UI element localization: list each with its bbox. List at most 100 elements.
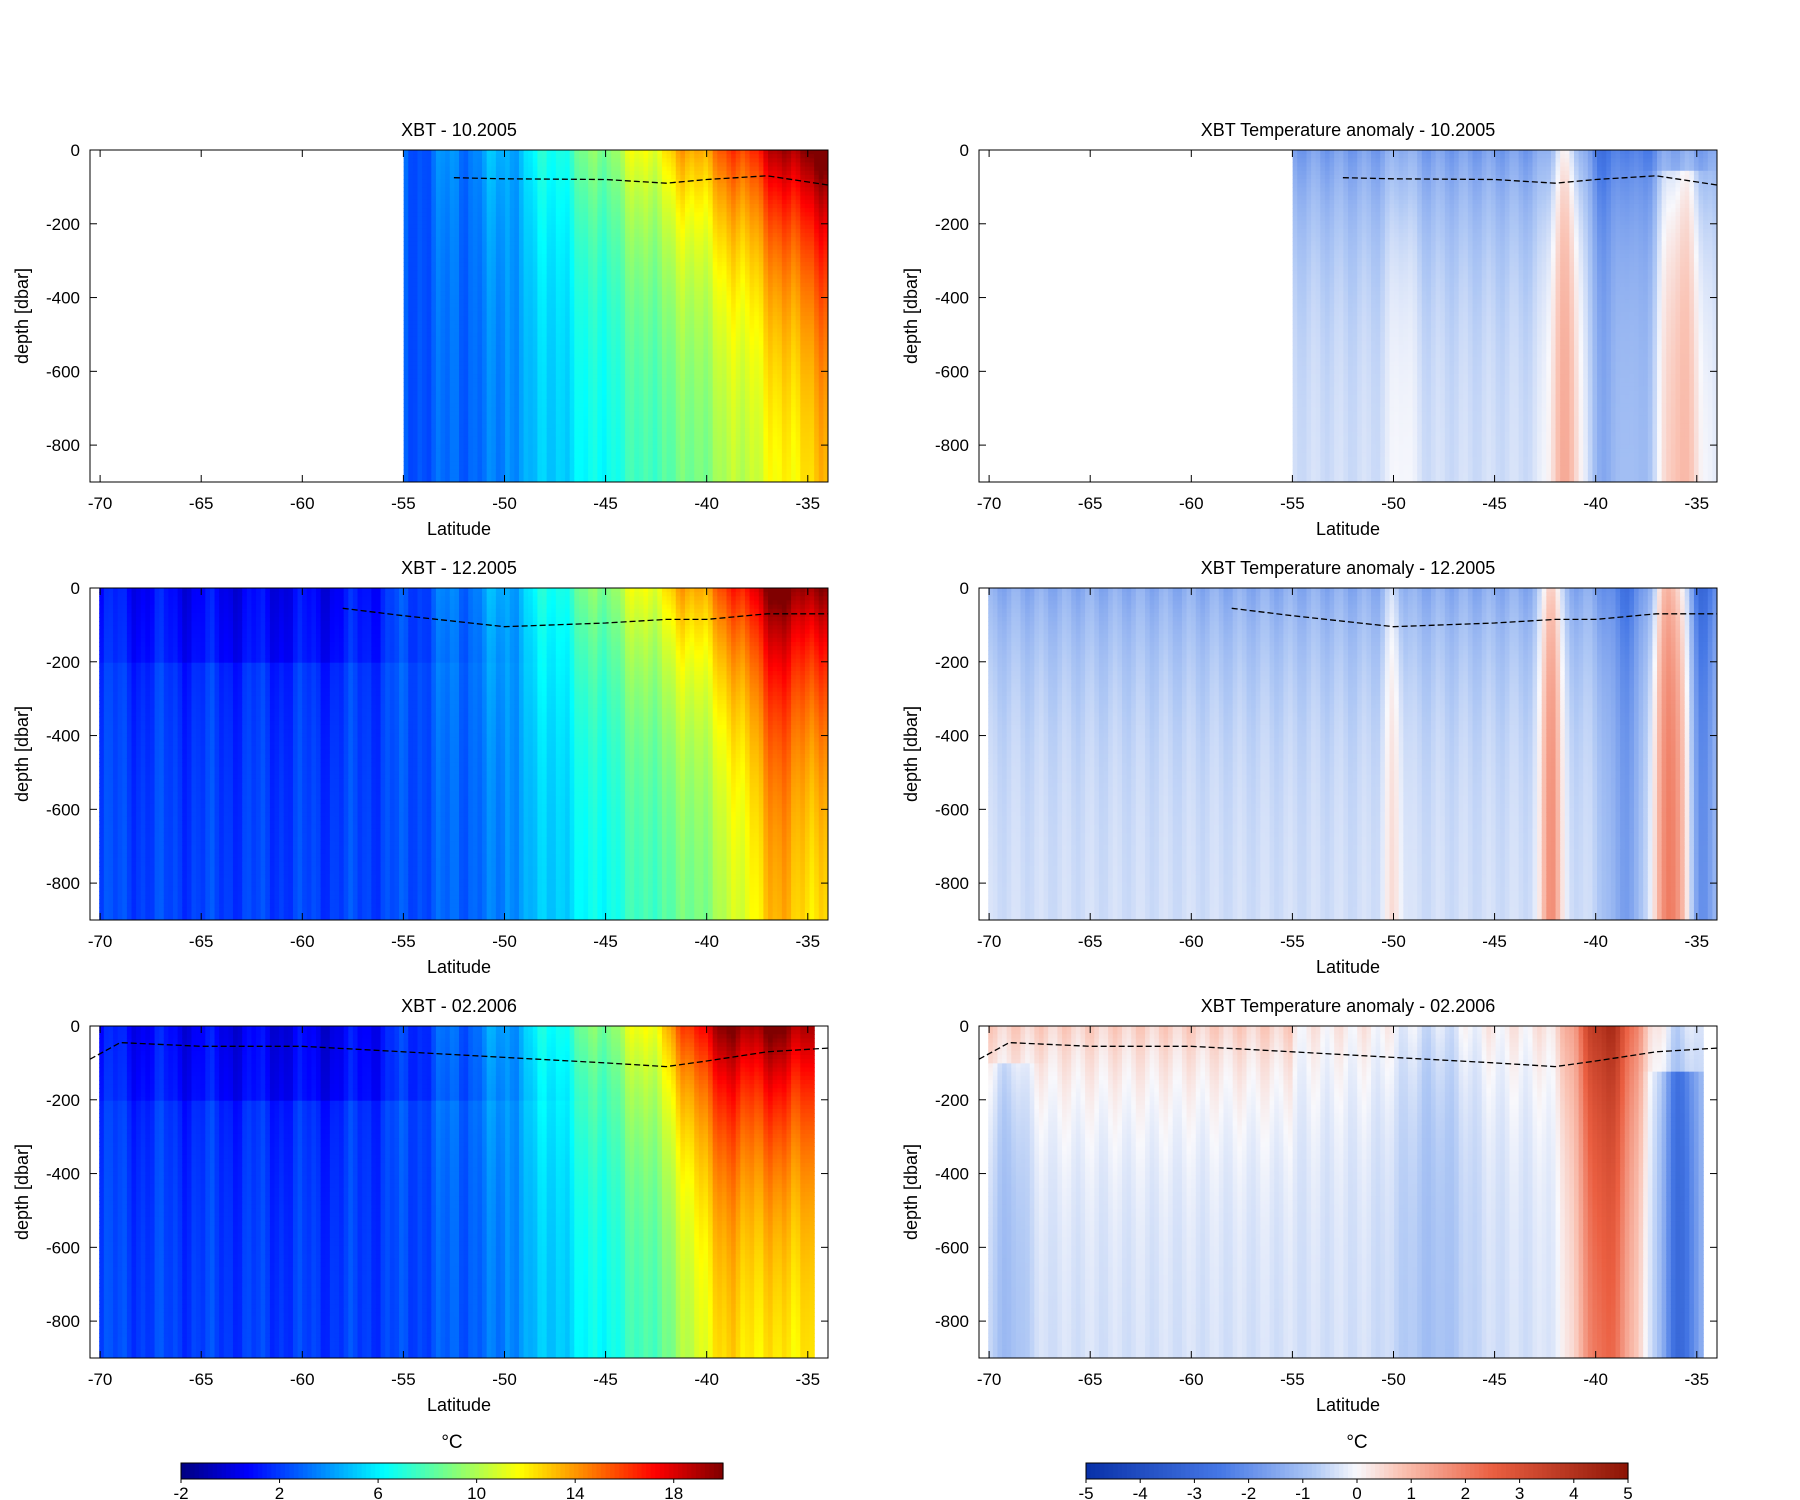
heatmap-cell (556, 320, 561, 325)
heatmap-cell (445, 150, 450, 155)
heatmap-cell (644, 461, 649, 466)
heatmap-field (404, 150, 829, 483)
heatmap-cell (491, 154, 496, 159)
heatmap-cell (667, 449, 672, 454)
heatmap-cell (528, 316, 533, 321)
heatmap-cell (510, 353, 515, 358)
heatmap-cell (588, 362, 593, 367)
heatmap-cell (404, 254, 409, 259)
heatmap-cell (501, 225, 506, 230)
heatmap-cell (676, 358, 681, 363)
heatmap-cell (491, 304, 496, 309)
heatmap-cell (436, 353, 441, 358)
heatmap-cell (404, 204, 409, 209)
heatmap-cell (436, 266, 441, 271)
heatmap-cell (441, 345, 446, 350)
heatmap-cell (445, 366, 450, 371)
heatmap-cell (422, 212, 427, 217)
heatmap-cell (690, 262, 695, 267)
heatmap-cell (607, 175, 612, 180)
heatmap-cell (537, 304, 542, 309)
heatmap-cell (491, 295, 496, 300)
heatmap-cell (579, 225, 584, 230)
heatmap-cell (404, 312, 409, 317)
heatmap-cell (436, 183, 441, 188)
heatmap-cell (491, 370, 496, 375)
heatmap-cell (579, 254, 584, 259)
heatmap-cell (685, 171, 690, 176)
heatmap-cell (574, 216, 579, 221)
heatmap-cell (454, 441, 459, 446)
heatmap-cell (574, 441, 579, 446)
heatmap-cell (450, 192, 455, 197)
heatmap-cell (537, 299, 542, 304)
heatmap-cell (667, 204, 672, 209)
heatmap-cell (487, 221, 492, 226)
heatmap-cell (685, 221, 690, 226)
heatmap-cell (556, 470, 561, 475)
heatmap-cell (445, 449, 450, 454)
heatmap-cell (648, 304, 653, 309)
heatmap-cell (482, 353, 487, 358)
heatmap-cell (639, 304, 644, 309)
heatmap-cell (542, 382, 547, 387)
heatmap-cell (547, 445, 552, 450)
heatmap-cell (671, 324, 676, 329)
heatmap-cell (537, 192, 542, 197)
heatmap-cell (607, 241, 612, 246)
heatmap-cell (547, 196, 552, 201)
heatmap-cell (436, 474, 441, 479)
heatmap-cell (537, 250, 542, 255)
heatmap-cell (676, 167, 681, 172)
heatmap-cell (496, 245, 501, 250)
heatmap-cell (685, 378, 690, 383)
heatmap-cell (454, 291, 459, 296)
heatmap-cell (685, 183, 690, 188)
heatmap-cell (634, 374, 639, 379)
heatmap-cell (542, 312, 547, 317)
heatmap-cell (676, 424, 681, 429)
heatmap-cell (556, 245, 561, 250)
heatmap-cell (648, 403, 653, 408)
heatmap-cell (560, 374, 565, 379)
heatmap-cell (496, 320, 501, 325)
heatmap-cell (602, 320, 607, 325)
heatmap-cell (464, 474, 469, 479)
heatmap-cell (491, 391, 496, 396)
heatmap-cell (667, 299, 672, 304)
heatmap-cell (607, 399, 612, 404)
heatmap-cell (602, 279, 607, 284)
heatmap-cell (450, 245, 455, 250)
heatmap-cell (570, 245, 575, 250)
heatmap-cell (588, 424, 593, 429)
heatmap-cell (653, 436, 658, 441)
heatmap-cell (667, 474, 672, 479)
heatmap-cell (450, 416, 455, 421)
heatmap-cell (537, 424, 542, 429)
heatmap-cell (634, 237, 639, 242)
heatmap-cell (404, 250, 409, 255)
heatmap-cell (510, 470, 515, 475)
heatmap-cell (579, 474, 584, 479)
heatmap-cell (482, 154, 487, 159)
heatmap-cell (537, 328, 542, 333)
heatmap-cell (519, 237, 524, 242)
heatmap-cell (611, 283, 616, 288)
heatmap-cell (685, 216, 690, 221)
heatmap-cell (648, 270, 653, 275)
heatmap-cell (634, 162, 639, 167)
heatmap-cell (528, 158, 533, 163)
heatmap-cell (473, 312, 478, 317)
heatmap-cell (431, 349, 436, 354)
heatmap-cell (537, 465, 542, 470)
heatmap-cell (542, 411, 547, 416)
heatmap-cell (653, 233, 658, 238)
heatmap-cell (454, 399, 459, 404)
heatmap-cell (644, 328, 649, 333)
heatmap-cell (574, 387, 579, 392)
heatmap-cell (630, 457, 635, 462)
heatmap-cell (510, 407, 515, 412)
heatmap-cell (501, 308, 506, 313)
heatmap-cell (690, 254, 695, 259)
heatmap-cell (644, 196, 649, 201)
